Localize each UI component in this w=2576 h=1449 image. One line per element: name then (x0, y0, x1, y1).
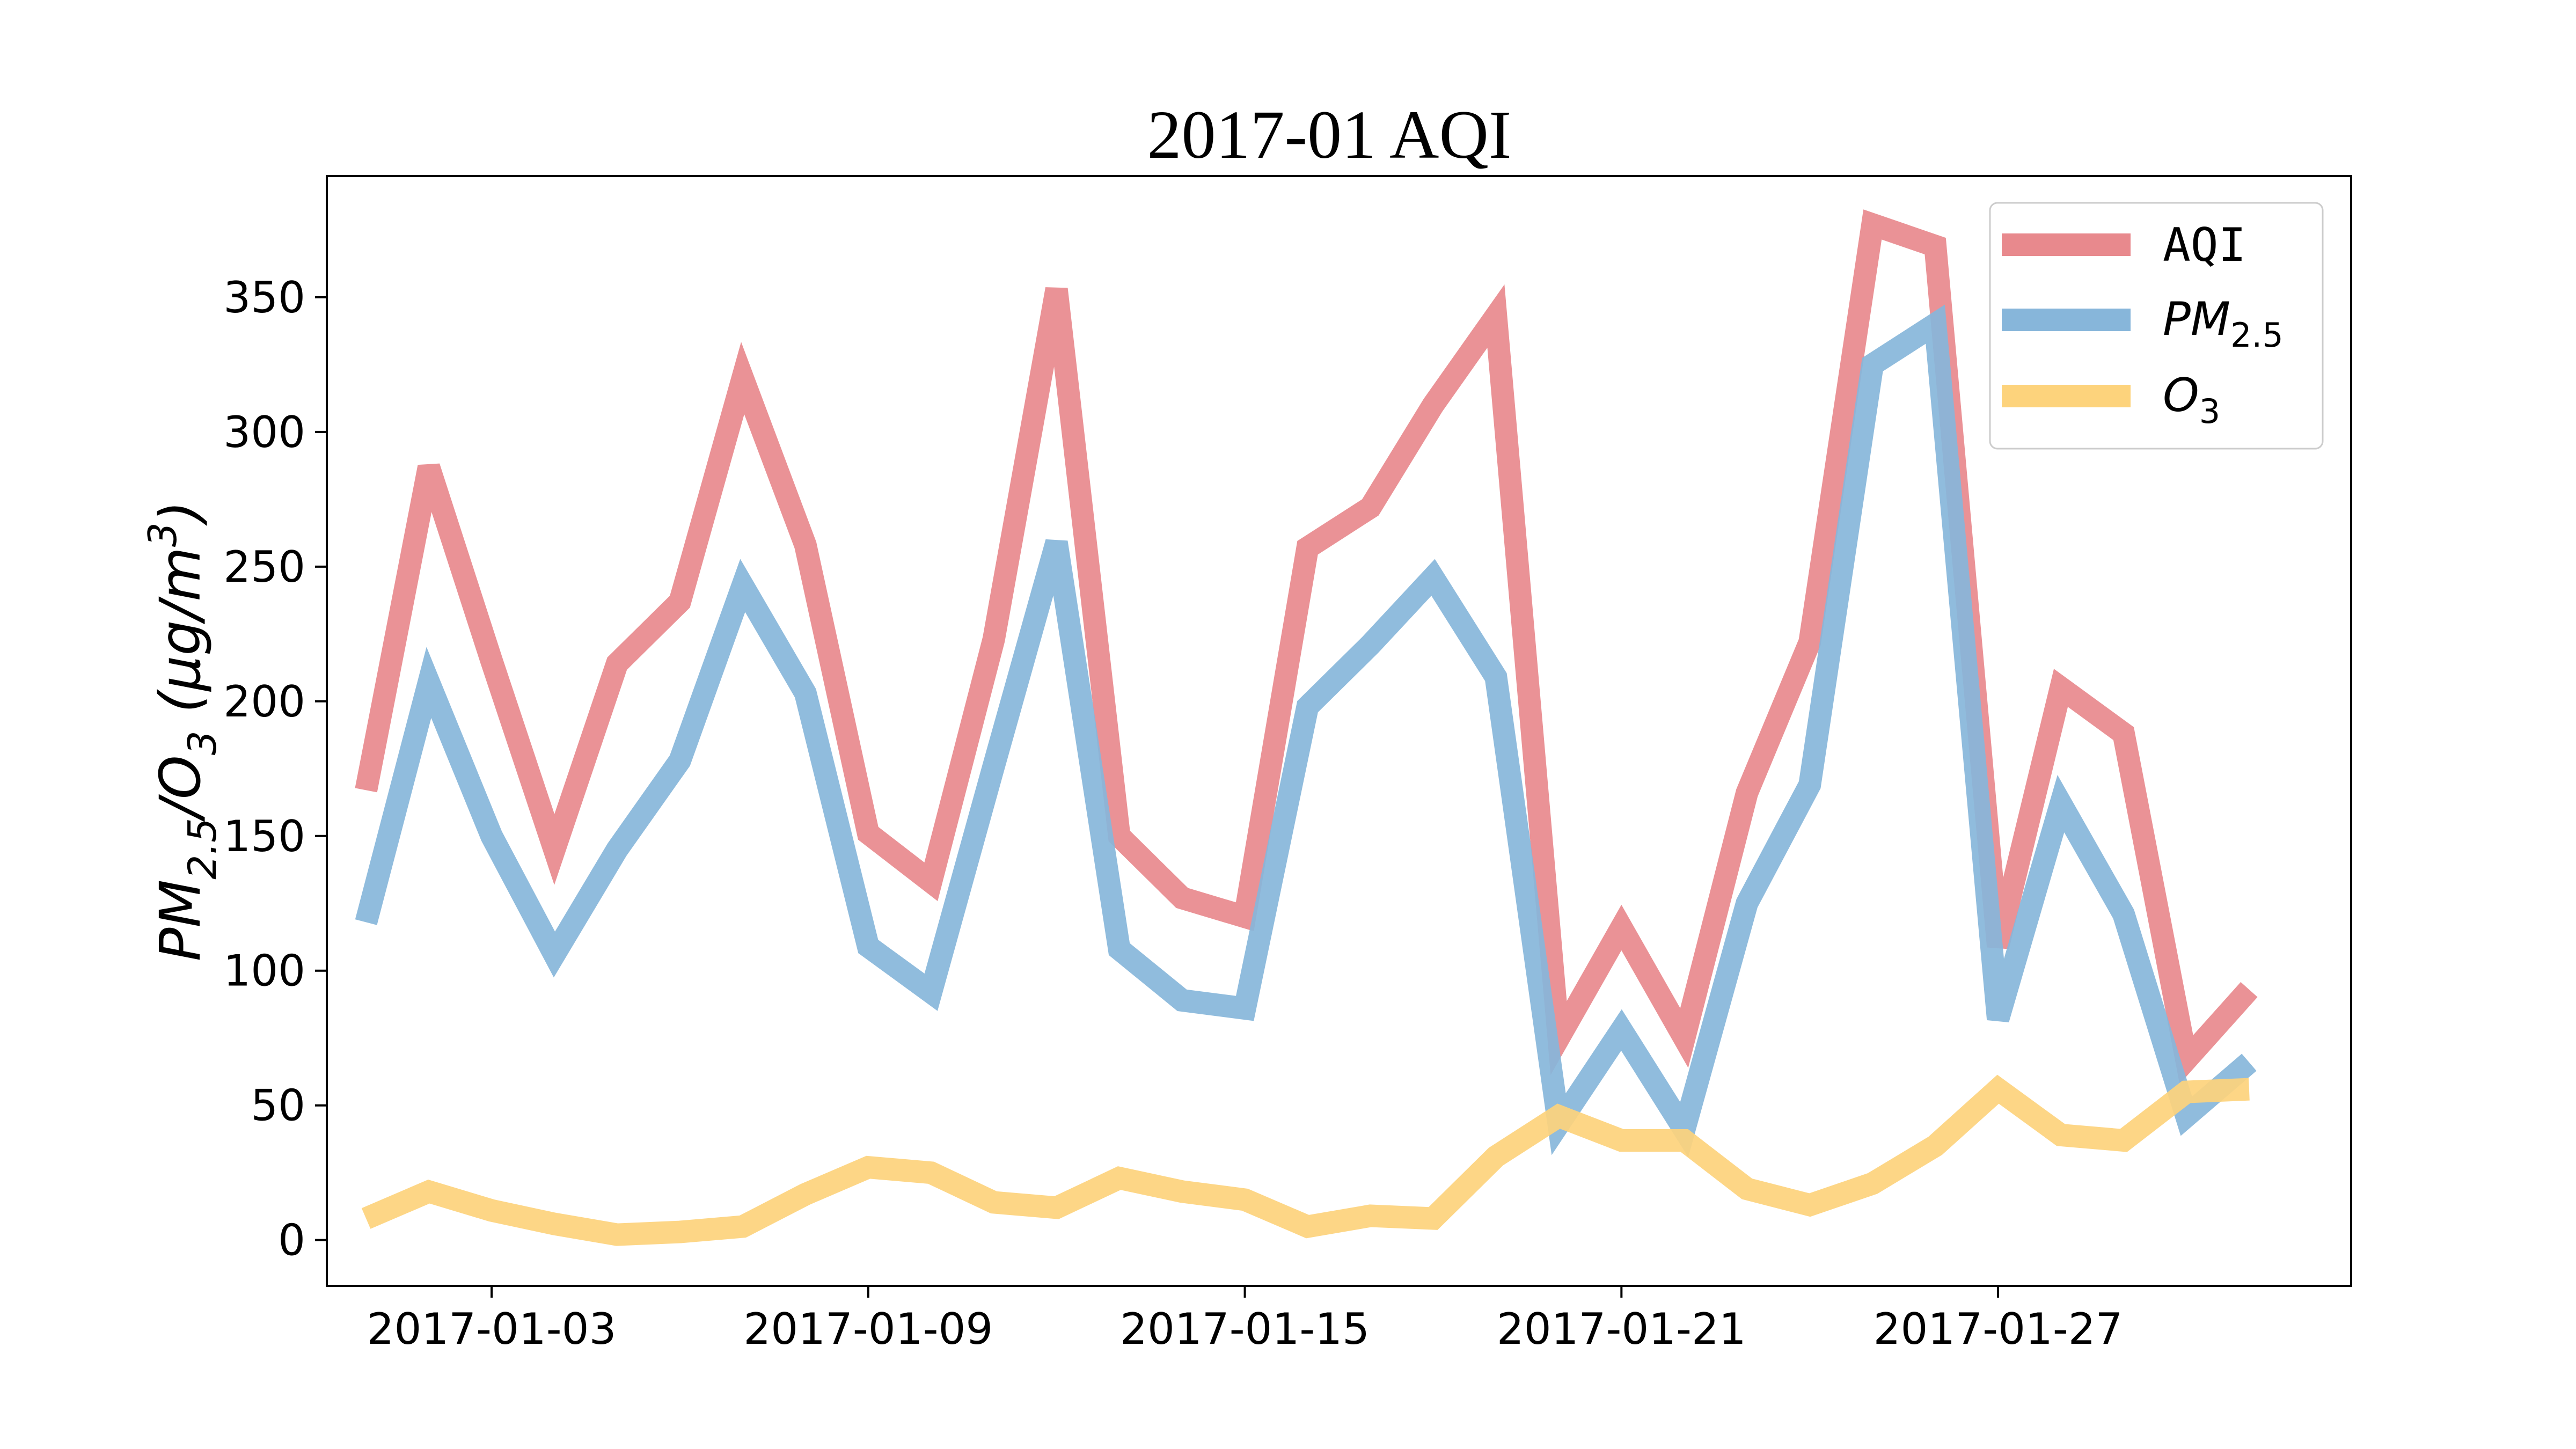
y-tick-label: 0 (278, 1216, 305, 1265)
y-axis-label: PM2.5/O3 (μg/m3) (140, 501, 225, 961)
legend-label-aqi: AQI (2163, 218, 2246, 272)
y-axis: 0 50 100 150 200 250 300 350 (223, 273, 327, 1265)
y-tick-label: 100 (223, 946, 305, 996)
x-axis: 2017-01-03 2017-01-09 2017-01-15 2017-01-21… (367, 1286, 2123, 1354)
plot-frame (326, 175, 2352, 1287)
x-tick-label: 2017-01-09 (743, 1304, 993, 1354)
series-line-pm25 (355, 304, 2257, 1158)
legend: AQI PM2.5 O3 (1989, 202, 2324, 450)
y-tick-label: 350 (223, 273, 305, 323)
x-tick-label: 2017-01-21 (1497, 1304, 1746, 1354)
x-tick-label: 2017-01-15 (1120, 1304, 1370, 1354)
series-layer (355, 209, 2258, 1246)
y-tick-label: 200 (223, 677, 305, 727)
x-tick-label: 2017-01-03 (367, 1304, 617, 1354)
x-tick-label: 2017-01-27 (1874, 1304, 2123, 1354)
y-tick-label: 150 (223, 811, 305, 861)
chart-title: 2017-01 AQI (1147, 97, 1511, 173)
series-line-o3 (361, 1074, 2250, 1246)
y-tick-label: 250 (223, 542, 305, 592)
y-tick-label: 300 (223, 407, 305, 457)
legend-label-pm25: PM2.5 (2163, 292, 2284, 355)
y-tick-label: 50 (251, 1081, 305, 1131)
series-line-aqi (355, 209, 2258, 1084)
legend-label-o3: O3 (2163, 369, 2220, 431)
